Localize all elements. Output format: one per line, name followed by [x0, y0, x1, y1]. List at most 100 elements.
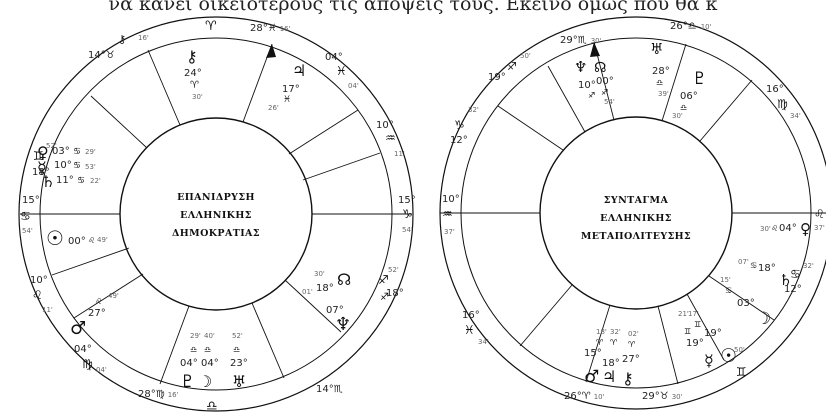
right-cusp-label-ic: 29°♉ 30' [642, 391, 683, 402]
left-chiron-small-glyph: ⚷ [118, 33, 126, 46]
left-cusp-11-sign: ♓ [336, 64, 347, 78]
right-mercury-glyph: ☿ [704, 351, 714, 370]
right-cusp-6-sign: ♓ [464, 323, 475, 337]
left-node-min: 30' [314, 270, 325, 278]
left-chiron-glyph: ⚷ [186, 47, 198, 66]
left-cusp-6-sign: ♌ [32, 288, 43, 302]
left-mars-deg: 27° [88, 308, 106, 319]
left-title-line-1: ΕΠΑΝΙΔΡΥΣΗ [177, 192, 255, 203]
left-cusp-8-min: 52' [46, 142, 57, 150]
left-uranus-min: 52' [232, 332, 243, 340]
right-cusp-label-8: 12° [450, 135, 468, 146]
right-cusp-2-min: 32' [803, 262, 814, 270]
right-cusp-6 [708, 275, 775, 321]
right-cusp-5 [686, 293, 725, 361]
right-cusp-3 [585, 304, 611, 383]
left-uranus-sign: ♎ [233, 345, 240, 354]
right-cusp-9 [661, 43, 687, 122]
left-saturn-sign: ♋ [77, 176, 85, 186]
top-text-line: να κανει οικειοτερους τις αποψεις τους. … [108, 0, 718, 15]
left-venus-deg: 03° [52, 146, 70, 157]
left-node-sign: ♐ [380, 292, 389, 303]
left-moon-min: 40' [204, 332, 215, 340]
left-cusp-label-12: 10° [376, 120, 394, 131]
left-pluto-sign: ♎ [190, 345, 197, 354]
right-neptune-glyph: ♆ [574, 58, 587, 76]
left-cusp-2-min: 52' [388, 266, 399, 274]
left-cusp-2 [51, 247, 130, 276]
right-title-line-3: ΜΕΤΑΠΟΛΙΤΕΥΣΗΣ [581, 231, 691, 242]
right-cusp-label-mc: 29°♏ 30' [560, 35, 602, 46]
right-neptune-sign: ♐ [588, 91, 595, 100]
right-cusp-11-sign: ♍ [777, 97, 788, 111]
right-sun-glyph: ☉ [720, 345, 737, 367]
left-cusp-label-mc: 28°♓ 16' [250, 23, 291, 34]
left-saturn-deg: 11° [56, 175, 74, 186]
left-mars-glyph: ♂ [70, 318, 86, 339]
right-cusp-label-5: 26°♈ 10' [564, 391, 605, 402]
left-venus-sign: ♋ [73, 147, 81, 157]
right-neptune-deg: 10° [578, 80, 596, 91]
left-sun-sign: ♌ [88, 236, 95, 245]
right-desc-min: 37' [814, 224, 825, 232]
left-cusp-5-sign: ♍ [82, 357, 93, 371]
right-cusp-12 [497, 105, 564, 151]
left-mc-arrow [266, 44, 276, 58]
right-venus-glyph: ♀ [800, 220, 811, 238]
left-venus-glyph: ♀ [37, 143, 49, 162]
right-pluto-sign: ♎ [680, 103, 687, 112]
right-moon-sign: ♋ [725, 286, 732, 295]
right-mars-glyph: ♂ [584, 367, 599, 387]
right-uranus-min: 39' [658, 90, 669, 98]
right-pluto-min: 30' [672, 112, 683, 120]
right-mercury-sign: ♊ [684, 327, 691, 336]
left-jupiter-deg: 17° [282, 84, 300, 95]
right-jupiter-glyph: ♃ [602, 367, 616, 386]
left-cusp-5-min: 04' [96, 366, 107, 374]
right-mars-deg: 15° [584, 348, 602, 359]
right-chiron-glyph: ⚷ [622, 369, 634, 388]
right-moon-min: 15' [720, 276, 731, 284]
left-node-deg: 18° [316, 283, 334, 294]
left-cusp-9-min: 16' [138, 34, 149, 42]
right-asc-sign: ♒ [442, 207, 453, 221]
right-cusp-label-6: 16° [462, 310, 480, 321]
right-jupiter-deg: 18° [602, 358, 620, 369]
right-cusp-3-min: 50' [734, 346, 745, 354]
left-uranus-deg: 23° [230, 358, 248, 369]
right-cusp-label-9: 19° [488, 72, 506, 83]
left-saturn-glyph: ♄ [41, 172, 55, 191]
left-cusp-label-2: 18° [386, 288, 404, 299]
left-cusp-8 [302, 152, 381, 181]
right-node-sign: ♐ [601, 88, 608, 97]
right-venus-deg: 04° [779, 223, 797, 234]
left-cusp-6 [284, 279, 342, 333]
left-mercury-min: 53' [85, 163, 96, 171]
left-desc-deg: 15° [398, 195, 416, 206]
left-pluto-min: 29' [190, 332, 201, 340]
right-venus-sign: ♌ [771, 224, 778, 233]
right-title-line-1: ΣΥΝΤΑΓΜΑ [604, 195, 669, 206]
left-sun-deg: 00° [68, 236, 86, 247]
left-house-cusps [20, 43, 412, 385]
left-mars-min: 49' [108, 292, 119, 300]
left-cusp-label-11: 04° [325, 52, 343, 63]
right-jupiter-min: 32' [610, 328, 621, 336]
left-mercury-sign: ♋ [73, 161, 81, 171]
right-asc-deg: 10° [442, 194, 460, 205]
right-mc-arrow [590, 42, 600, 57]
left-pluto-deg: 04° [180, 358, 198, 369]
left-chiron-sign: ♈ [190, 80, 199, 91]
left-moon-deg: 04° [201, 358, 219, 369]
left-title-line-3: ΔΗΜΟΚΡΑΤΙΑΣ [172, 228, 260, 239]
left-cusp-label-9: 14°♉ [88, 50, 115, 61]
left-ic-line [159, 305, 190, 385]
left-jupiter-glyph: ♃ [292, 61, 306, 80]
left-outer-ring [18, 16, 414, 412]
right-chiron-min: 02' [628, 330, 639, 338]
left-chiron-deg: 24° [184, 68, 202, 79]
left-mercury-glyph: ☿ [37, 158, 47, 177]
right-chiron-sign: ♈ [628, 340, 635, 349]
left-sun-min: 49' [97, 236, 108, 244]
left-cusp-12-min: 11' [394, 150, 405, 158]
